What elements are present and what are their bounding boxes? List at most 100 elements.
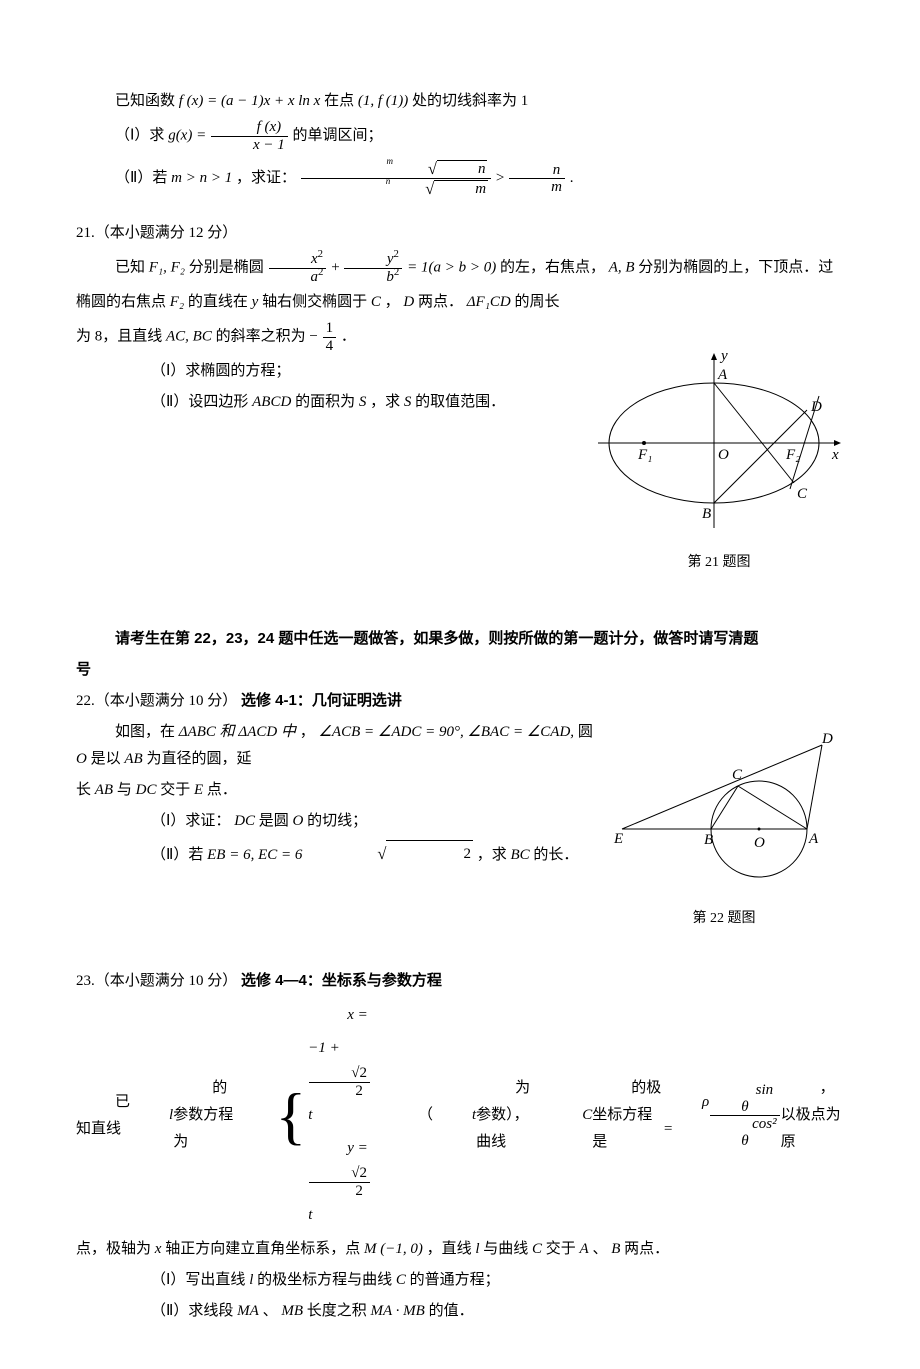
q20-p2-lhs: m √ n n √ m: [301, 159, 491, 198]
q23-l1-rho: ρ =: [663, 1089, 709, 1143]
q20-p2-lhs-den-idx: n: [347, 177, 391, 187]
q21-l1-ab: A, B: [609, 259, 635, 275]
q23-p2-mb: MB: [281, 1303, 303, 1319]
q23-l2-post: 两点．: [624, 1241, 669, 1257]
q23-polar-den: cos² θ: [710, 1116, 780, 1149]
q20-p1-frac-num: f (x): [211, 119, 288, 137]
line-cb: [711, 786, 738, 829]
line-da: [807, 745, 822, 829]
line-ed: [622, 745, 822, 829]
q23-cy-num: √2: [309, 1165, 370, 1183]
q21-p2-mid: 的面积为: [295, 394, 359, 410]
q23-l2-m: M (−1, 0): [364, 1241, 423, 1257]
f1-point: [642, 441, 646, 445]
q23-cx-lhs: x = −1 +: [308, 1007, 368, 1056]
q22-l1-mid2: 圆: [578, 724, 593, 740]
q21-frac-x: x2 a2: [269, 251, 327, 285]
q23-l2-mid3: 与曲线: [483, 1241, 532, 1257]
q22-p2-bc: BC: [510, 847, 529, 863]
q23-case-y: y = √2 2 t: [308, 1132, 371, 1232]
q21-a: a: [311, 269, 319, 285]
q22-header: 22.（本小题满分 10 分） 选修 4-1：几何证明选讲: [76, 687, 844, 715]
q20-p1-frac: f (x) x − 1: [211, 119, 288, 153]
q21-eq-rhs: = 1(a > b > 0): [407, 259, 496, 275]
label-O: O: [718, 447, 729, 463]
q23-p2-mid2: 长度之积: [307, 1303, 371, 1319]
q22-l1-tri: ΔABC 和 ΔACD 中: [179, 724, 296, 740]
q23-l1-pre: 已知直线: [76, 1089, 130, 1143]
q22-l1-o: O: [76, 751, 87, 767]
q21-line1: 已知 F₁, F₂ 分别是椭圆 x2 a2 + y2 b2 = 1(a > b …: [76, 251, 844, 285]
q23-l1-l: l: [130, 1102, 173, 1129]
q20-known-point: (1, f (1)): [358, 93, 408, 109]
q23-l2-mid: 轴正方向建立直角坐标系，点: [165, 1241, 364, 1257]
q22-body: E B O A C D 第 22 题图 如图，在 ΔABC 和 ΔACD 中 ，…: [76, 719, 844, 931]
q21-l2-f2: F₂: [170, 294, 184, 310]
q23-cy-lhs: y =: [347, 1140, 368, 1156]
q20-p2-rhs: n m: [509, 162, 565, 196]
q21-l3-num: 1: [323, 320, 337, 338]
q22-l2-dc: DC: [136, 782, 157, 798]
q23-cases-body: x = −1 + √2 2 t y = √2 2 t: [308, 999, 371, 1232]
q21-header: 21.（本小题满分 12 分）: [76, 220, 844, 247]
q20-p1-frac-den: x − 1: [211, 137, 288, 154]
q20-part1: （Ⅰ）求 g(x) = f (x) x − 1 的单调区间；: [76, 119, 844, 153]
q23-l2-mid4: 交于: [546, 1241, 580, 1257]
q22-p2-rad: 2: [386, 840, 473, 868]
q22-header-pre: 22.（本小题满分 10 分）: [76, 693, 237, 709]
q22-p2-sqrt: √2: [302, 839, 473, 869]
q21-l2-tri: ΔF₁CD: [467, 294, 511, 310]
q22-l2-post: 点．: [207, 782, 237, 798]
q22-rootsign: √: [302, 839, 386, 869]
q23-header-bold: 选修 4—4：坐标系与参数方程: [241, 972, 442, 989]
q21-frac-y: y2 b2: [344, 251, 402, 285]
q21-l1-mid2: 的左，右焦点，: [500, 259, 605, 275]
label-O22: O: [754, 835, 765, 851]
q21-frac-x-den: a2: [269, 269, 327, 286]
q20-known-pre: 已知函数: [115, 93, 179, 109]
q21-p2-pre: （Ⅱ）设四边形: [151, 394, 252, 410]
q21-l1-foci: F₁, F₂: [149, 259, 185, 275]
q20-p2-lhs-den-root: n √ m: [343, 180, 488, 198]
q22-p2-eb: EB = 6, EC = 6: [207, 847, 302, 863]
q23-l1-mid4: 的极坐标方程是: [592, 1075, 663, 1156]
q23-part2: （Ⅱ）求线段 MA 、 MB 长度之积 MA · MB 的值．: [76, 1298, 844, 1325]
q23-part1: （Ⅰ）写出直线 l 的极坐标方程与曲线 C 的普通方程；: [76, 1267, 844, 1294]
line-ca: [738, 786, 807, 829]
label-B22: B: [704, 832, 713, 848]
q23-l2-pre: 点，极轴为: [76, 1241, 155, 1257]
q23-cx-den: 2: [309, 1083, 370, 1100]
q21-p2-s: S: [359, 394, 367, 410]
q20-p2-rhs-den: m: [509, 179, 565, 196]
q21-l3-mid: 的斜率之积为: [216, 328, 310, 344]
q21-p2-mid2: ，求: [370, 394, 404, 410]
q21-l2-mid2: 轴右侧交椭圆于: [262, 294, 371, 310]
q22-p1-post: 的切线；: [307, 813, 367, 829]
q22-l1-mid: ，: [300, 724, 315, 740]
q22-p2-mid: ，求: [477, 847, 511, 863]
q22-l1-ang: ∠ACB = ∠ADC = 90°, ∠BAC = ∠CAD,: [318, 724, 574, 740]
q22-p1-o: O: [293, 813, 304, 829]
q23-cx-frac: √2 2: [309, 1065, 370, 1099]
q21-l1-post: 分别为椭圆的上，下顶点．过: [638, 259, 833, 275]
q23-polar-frac: sin θ cos² θ: [710, 1082, 780, 1149]
q23-header-pre: 23.（本小题满分 10 分）: [76, 973, 237, 989]
q23-p1-pre: （Ⅰ）写出直线: [151, 1272, 249, 1288]
label-F2: F₂: [785, 447, 800, 463]
q23-l1-mid3: 为参数），曲线: [476, 1075, 543, 1156]
label-C22: C: [732, 767, 743, 783]
q21-l3-end: ．: [341, 328, 356, 344]
q21-x-sq: 2: [318, 248, 323, 260]
q21-x: x: [311, 251, 318, 267]
q20-p2-lhs-num-root: m √ n: [343, 160, 487, 178]
q21-l2-pre: 椭圆的右焦点: [76, 294, 170, 310]
q21-l3-frac: 1 4: [323, 320, 337, 354]
q23-cx-num: √2: [309, 1065, 370, 1083]
q20-p2-cond: m > n > 1: [171, 170, 232, 186]
q20-known: 已知函数 f (x) = (a − 1)x + x ln x 在点 (1, f …: [76, 88, 844, 115]
q21-p2-post: 的取值范围．: [415, 394, 505, 410]
q20-part2: （Ⅱ）若 m > n > 1 ，求证： m √ n n √ m > n m .: [76, 159, 844, 198]
q22-p1-pre: （Ⅰ）求证：: [151, 813, 230, 829]
q21-figure: y x A B O F₁ F₂ C D 第 21 题图: [594, 348, 844, 575]
q23-cy-t: t: [308, 1207, 312, 1223]
